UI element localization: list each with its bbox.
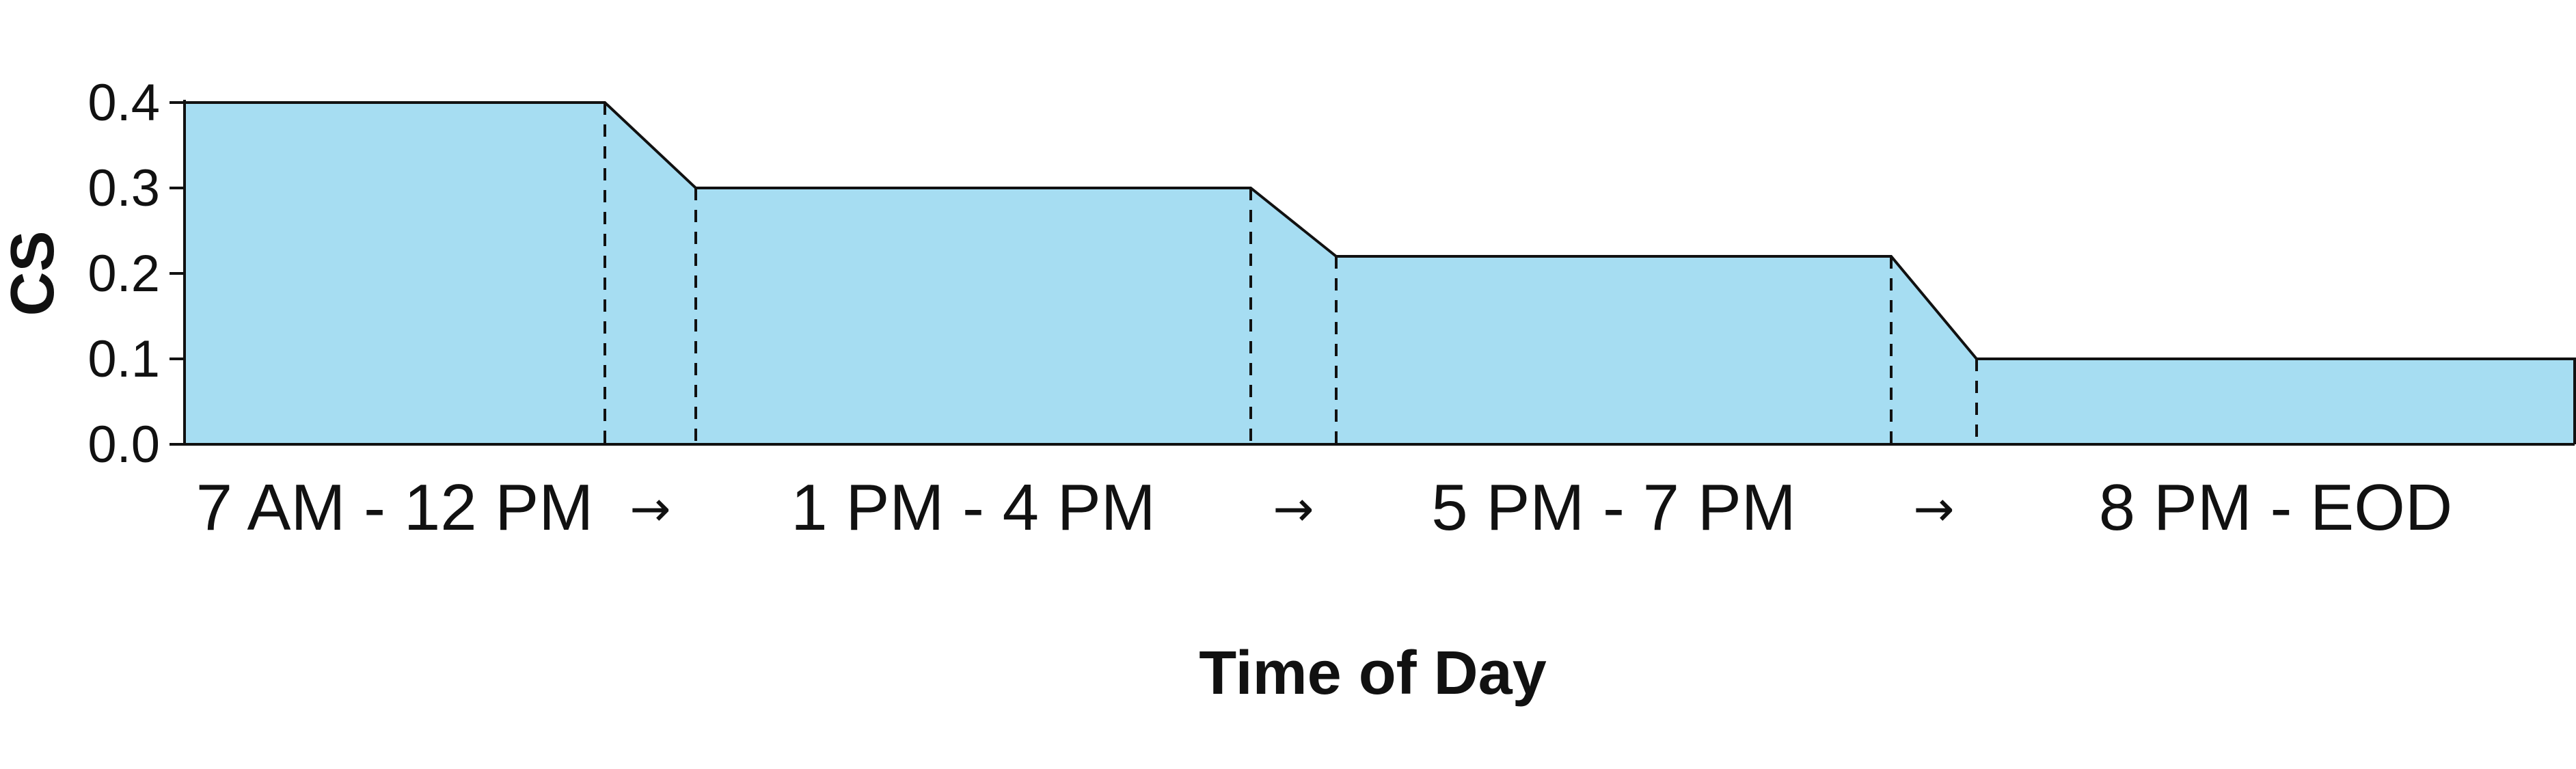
transition-arrow: → <box>1273 480 1314 537</box>
x-category-label: 5 PM - 7 PM <box>1431 471 1795 544</box>
y-axis: 0.0 0.1 0.2 0.3 0.4 <box>87 74 186 474</box>
y-tick-label: 0.3 <box>87 159 160 217</box>
y-axis-title: CS <box>0 230 67 316</box>
x-axis-title: Time of Day <box>1199 639 1547 707</box>
x-category-labels: 7 AM - 12 PM → 1 PM - 4 PM → 5 PM - 7 PM → 8 P… <box>196 471 2452 544</box>
y-tick-label: 0.0 <box>87 416 160 474</box>
x-category-label: 7 AM - 12 PM <box>196 471 594 544</box>
y-tick-label: 0.2 <box>87 245 160 303</box>
y-tick-label: 0.4 <box>87 74 160 132</box>
y-tick-label: 0.1 <box>87 330 160 388</box>
cs-outline <box>183 101 2576 444</box>
x-category-label: 1 PM - 4 PM <box>791 471 1155 544</box>
plot-area <box>183 101 2576 446</box>
transition-arrow: → <box>629 480 670 537</box>
cs-area-fill <box>185 103 2575 444</box>
x-category-label: 8 PM - EOD <box>2099 471 2452 544</box>
transition-arrow: → <box>1913 480 1954 537</box>
